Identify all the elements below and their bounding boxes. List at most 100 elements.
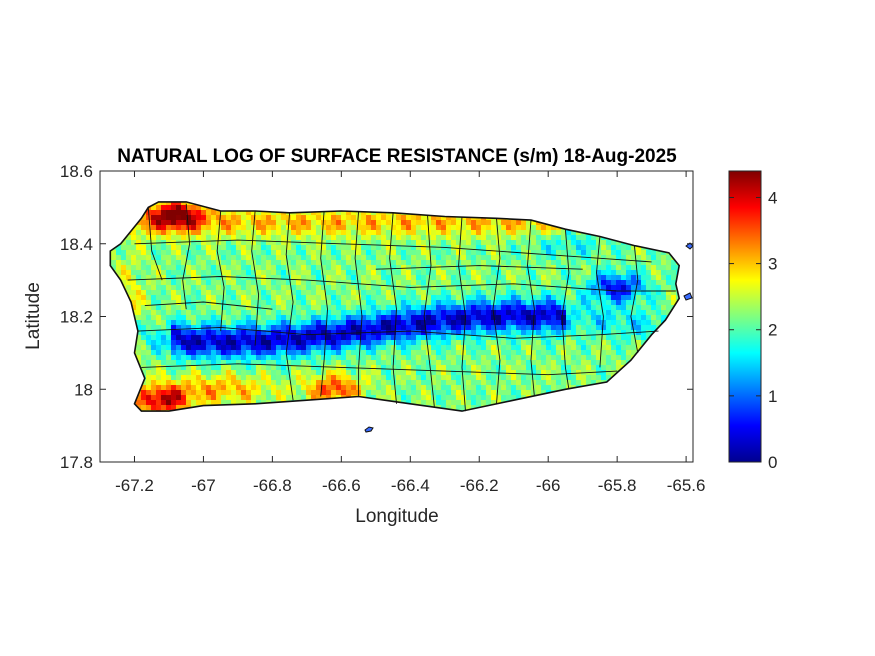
field-cell: [381, 250, 387, 256]
field-cell: [596, 275, 602, 281]
field-cell: [246, 385, 252, 391]
field-cell: [186, 390, 192, 396]
field-cell: [576, 285, 582, 291]
field-cell: [641, 335, 647, 341]
field-cell: [546, 275, 552, 281]
field-cell: [661, 295, 667, 301]
field-cell: [181, 235, 187, 241]
field-cell: [416, 220, 422, 226]
field-cell: [351, 370, 357, 376]
field-cell: [211, 235, 217, 241]
field-cell: [141, 245, 147, 251]
field-cell: [131, 290, 137, 296]
field-cell: [326, 355, 332, 361]
field-cell: [376, 275, 382, 281]
field-cell: [161, 400, 167, 406]
field-cell: [546, 380, 552, 386]
field-cell: [391, 290, 397, 296]
field-cell: [436, 370, 442, 376]
field-cell: [616, 290, 622, 296]
field-cell: [441, 240, 447, 246]
field-cell: [651, 320, 657, 326]
field-cell: [471, 375, 477, 381]
field-cell: [461, 260, 467, 266]
field-cell: [226, 380, 232, 386]
field-cell: [511, 225, 517, 231]
field-cell: [636, 295, 642, 301]
field-cell: [446, 290, 452, 296]
field-cell: [471, 270, 477, 276]
field-cell: [286, 340, 292, 346]
field-cell: [461, 290, 467, 296]
field-cell: [516, 235, 522, 241]
field-cell: [301, 230, 307, 236]
field-cell: [266, 385, 272, 391]
field-cell: [181, 225, 187, 231]
field-cell: [376, 260, 382, 266]
field-cell: [361, 325, 367, 331]
field-cell: [381, 290, 387, 296]
field-cell: [536, 285, 542, 291]
field-cell: [436, 280, 442, 286]
field-cell: [381, 215, 387, 221]
field-cell: [331, 305, 337, 311]
field-cell: [491, 375, 497, 381]
field-cell: [581, 310, 587, 316]
field-cell: [501, 220, 507, 226]
field-cell: [481, 345, 487, 351]
field-cell: [546, 365, 552, 371]
field-cell: [571, 275, 577, 281]
field-cell: [241, 380, 247, 386]
field-cell: [331, 250, 337, 256]
field-cell: [271, 305, 277, 311]
field-cell: [441, 320, 447, 326]
field-cell: [196, 310, 202, 316]
field-cell: [541, 330, 547, 336]
field-cell: [601, 280, 607, 286]
field-cell: [486, 290, 492, 296]
field-cell: [651, 305, 657, 311]
field-cell: [471, 335, 477, 341]
field-cell: [546, 335, 552, 341]
field-cell: [151, 225, 157, 231]
field-cell: [286, 260, 292, 266]
field-cell: [366, 390, 372, 396]
field-cell: [181, 330, 187, 336]
field-cell: [531, 355, 537, 361]
field-cell: [231, 325, 237, 331]
field-cell: [456, 290, 462, 296]
field-cell: [506, 365, 512, 371]
field-cell: [371, 315, 377, 321]
field-cell: [271, 395, 277, 401]
field-cell: [256, 385, 262, 391]
field-cell: [196, 385, 202, 391]
field-cell: [516, 290, 522, 296]
field-cell: [246, 290, 252, 296]
field-cell: [616, 270, 622, 276]
field-cell: [556, 300, 562, 306]
field-cell: [141, 310, 147, 316]
field-cell: [276, 305, 282, 311]
field-cell: [546, 310, 552, 316]
field-cell: [471, 235, 477, 241]
field-cell: [596, 370, 602, 376]
field-cell: [251, 295, 257, 301]
field-cell: [181, 280, 187, 286]
field-cell: [231, 250, 237, 256]
field-cell: [376, 320, 382, 326]
field-cell: [201, 260, 207, 266]
field-cell: [566, 260, 572, 266]
field-cell: [641, 250, 647, 256]
field-cell: [446, 285, 452, 291]
field-cell: [441, 215, 447, 221]
field-cell: [166, 355, 172, 361]
field-cell: [591, 300, 597, 306]
field-cell: [216, 315, 222, 321]
field-cell: [226, 240, 232, 246]
field-cell: [131, 305, 137, 311]
field-cell: [506, 240, 512, 246]
field-cell: [181, 250, 187, 256]
field-cell: [131, 280, 137, 286]
field-cell: [286, 305, 292, 311]
field-cell: [246, 400, 252, 406]
